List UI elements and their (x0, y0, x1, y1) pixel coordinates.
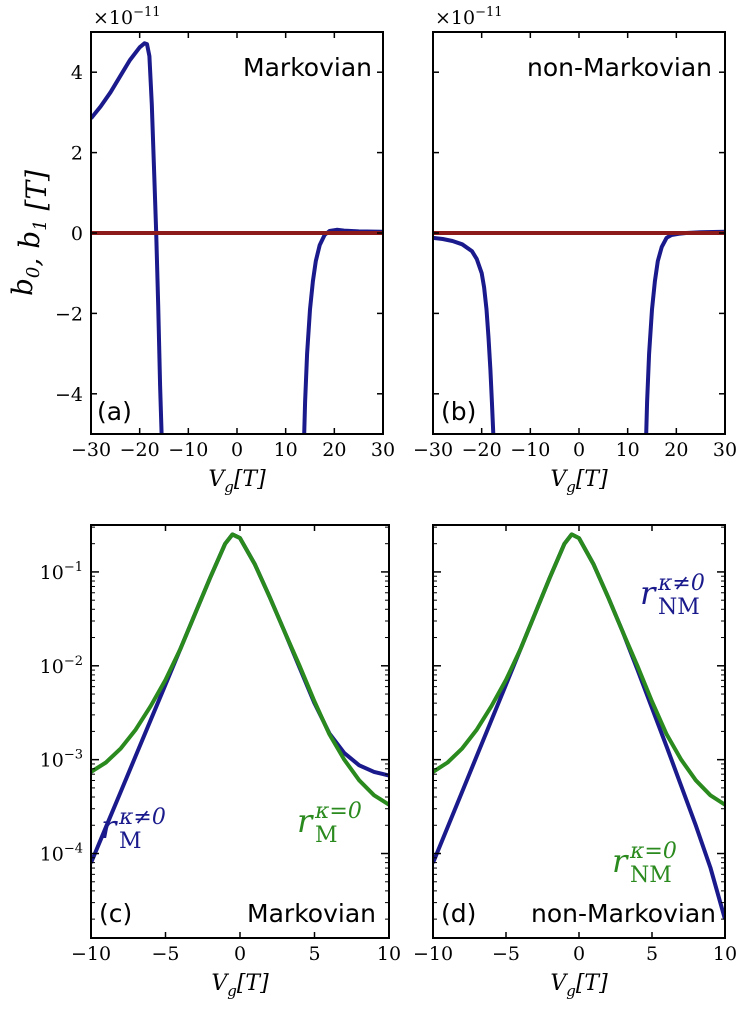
series-line-d-2 (433, 532, 725, 807)
svg-text:κ=0: κ=0 (314, 799, 362, 824)
y-tick-label: −2 (55, 303, 83, 325)
svg-text:r: r (101, 808, 118, 846)
x-tick-label: −10 (510, 439, 550, 461)
x-tick-label: −30 (71, 439, 111, 461)
x-tick-label: −10 (168, 439, 208, 461)
svg-text:M: M (119, 829, 142, 854)
y-tick-label: 2 (71, 143, 83, 165)
panel-c: −10 −5 0 5 10 10−4 10−3 10−2 10−1 Vg[T] Markovian (… (40, 524, 401, 1000)
y-axis-label: b0, b1 [T] (6, 170, 53, 296)
x-tick-label: −20 (120, 439, 160, 461)
x-tick-label: −5 (492, 943, 520, 965)
x-axis-label: Vg[T] (211, 971, 269, 1000)
y-tick-label: 10−2 (40, 654, 83, 678)
series-label: r κ=0NM (612, 839, 677, 888)
y-tick-label: 10−1 (40, 560, 83, 584)
series-line-a-2 (302, 227, 383, 434)
y-scale-label: ×10−11 (93, 5, 161, 29)
panel-label: (d) (441, 899, 476, 928)
x-tick-label: −10 (71, 943, 111, 965)
svg-text:M: M (315, 823, 338, 848)
x-tick-label: 5 (646, 943, 658, 965)
svg-text:r: r (297, 802, 314, 840)
x-tick-label: −10 (413, 943, 453, 965)
series-line-b-2 (644, 229, 725, 434)
x-axis-label: Vg[T] (550, 467, 608, 496)
x-tick-label: 10 (616, 439, 640, 461)
panel-title: Markovian (243, 53, 372, 82)
panel-label: (c) (99, 899, 132, 928)
panel-label: (b) (441, 397, 476, 426)
x-axis-label: Vg[T] (550, 971, 608, 1000)
svg-text:κ≠0: κ≠0 (118, 805, 166, 830)
svg-text:NM: NM (658, 595, 700, 620)
x-tick-label: 5 (308, 943, 320, 965)
svg-text:NM: NM (630, 863, 672, 888)
panel-title: non-Markovian (527, 53, 712, 82)
x-tick-label: 0 (231, 439, 243, 461)
panel-title: Markovian (247, 899, 376, 928)
x-tick-label: 20 (664, 439, 688, 461)
x-tick-label: 10 (274, 439, 298, 461)
series-label: r κ≠0NM (640, 571, 705, 620)
y-scale-label: ×10−11 (435, 5, 503, 29)
x-tick-label: −30 (413, 439, 453, 461)
series-line-c-2 (91, 532, 389, 807)
x-tick-label: 20 (322, 439, 346, 461)
x-tick-label: 30 (713, 439, 737, 461)
series-line-a-1 (91, 41, 164, 434)
svg-text:κ≠0: κ≠0 (657, 571, 705, 596)
series-label: r κ≠0M (101, 805, 166, 854)
panel-b: −30 −20 −10 0 10 20 30 ×10−11 Vg[T] non-Markovian… (413, 5, 737, 496)
y-tick-label: −4 (55, 384, 83, 406)
svg-text:r: r (640, 574, 657, 612)
panel-title: non-Markovian (531, 899, 716, 928)
y-tick-label: 10−3 (40, 748, 83, 772)
svg-text:κ=0: κ=0 (629, 839, 677, 864)
panel-label: (a) (97, 397, 132, 426)
series-label: r κ=0M (297, 799, 362, 848)
svg-text:r: r (612, 842, 629, 880)
y-tick-label: 10−4 (40, 842, 83, 866)
x-tick-label: 0 (573, 439, 585, 461)
x-tick-label: −5 (151, 943, 179, 965)
x-axis-label: Vg[T] (208, 467, 266, 496)
x-tick-label: 10 (713, 943, 737, 965)
x-tick-label: 0 (573, 943, 585, 965)
y-tick-label: 0 (71, 223, 83, 245)
x-tick-label: −20 (462, 439, 502, 461)
y-tick-label: 4 (71, 62, 83, 84)
x-tick-label: 10 (377, 943, 401, 965)
series-line-b-1 (433, 235, 496, 434)
x-tick-label: 30 (371, 439, 395, 461)
x-tick-label: 0 (234, 943, 246, 965)
